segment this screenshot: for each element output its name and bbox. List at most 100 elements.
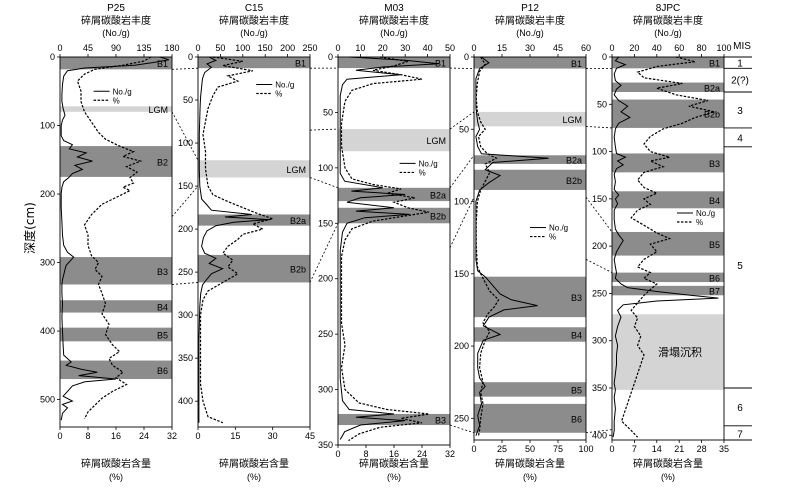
bottom-axis-unit: (%) <box>523 472 537 482</box>
top-tick-label: 80 <box>697 43 707 53</box>
depth-tick-label: 250 <box>454 413 469 423</box>
depth-tick-label: 0 <box>602 52 607 62</box>
depth-tick-label: 200 <box>40 189 55 199</box>
depth-tick-label: 100 <box>178 138 193 148</box>
correlation-line <box>585 258 613 273</box>
band-rect <box>474 276 586 318</box>
top-axis-label: 碎屑碳酸岩丰度 <box>633 14 703 27</box>
band-rect <box>338 57 450 69</box>
legend-percent-label: % <box>419 168 426 177</box>
correlation-line <box>171 185 199 217</box>
band-rect <box>60 257 172 285</box>
bottom-tick-label: 100 <box>578 444 593 454</box>
band-rect <box>60 57 172 70</box>
bottom-tick-label: 25 <box>497 444 507 454</box>
band-label: B1 <box>435 59 446 69</box>
depth-tick-label: 100 <box>592 147 607 157</box>
site-label: P12 <box>521 3 539 14</box>
band-label: B4 <box>571 330 582 340</box>
bottom-tick-label: 0 <box>335 449 340 459</box>
bottom-axis-label: 碎屑碳酸岩含量 <box>495 457 565 470</box>
correlation-line <box>171 282 199 285</box>
depth-tick-label: 300 <box>40 258 55 268</box>
band-label: B5 <box>157 331 168 341</box>
mis-stage-label: 6 <box>737 403 743 414</box>
depth-tick-label: 50 <box>597 99 607 109</box>
bottom-tick-label: 0 <box>471 444 476 454</box>
band-rect <box>612 153 724 173</box>
band-label: B6 <box>709 273 720 283</box>
legend-count-label: No./g <box>696 209 715 218</box>
bottom-tick-label: 32 <box>445 449 455 459</box>
top-axis-label: 碎屑碳酸岩丰度 <box>81 14 151 27</box>
top-tick-label: 30 <box>400 43 410 53</box>
legend-count-label: No./g <box>549 224 568 233</box>
band-rect <box>474 327 586 342</box>
correlation-line <box>449 197 475 248</box>
band-label: LGM <box>562 115 582 125</box>
depth-tick-label: 50 <box>183 95 193 105</box>
band-rect <box>338 129 450 152</box>
bottom-axis-unit: (%) <box>247 472 261 482</box>
correlation-line <box>309 177 339 189</box>
bottom-tick-label: 0 <box>609 444 614 454</box>
band-rect <box>612 272 724 283</box>
band-rect <box>612 99 724 128</box>
top-tick-label: 30 <box>525 43 535 53</box>
legend-percent-label: % <box>275 90 282 99</box>
bottom-tick-label: 50 <box>525 444 535 454</box>
top-tick-label: 50 <box>445 43 455 53</box>
depth-tick-label: 150 <box>318 218 333 228</box>
band-rect <box>60 300 172 313</box>
depth-tick-label: 500 <box>40 395 55 405</box>
legend: No./g% <box>93 87 132 105</box>
mis-stage-label: 2(?) <box>731 76 749 87</box>
correlation-line <box>585 196 613 233</box>
band-label: B2b <box>704 110 720 120</box>
band-label: B5 <box>571 385 582 395</box>
correlation-line <box>309 223 339 283</box>
bands: B1 LGM B2a B2b B3 <box>338 57 450 426</box>
top-tick-label: 135 <box>136 43 151 53</box>
site-label: C15 <box>245 3 264 14</box>
bottom-tick-label: 7 <box>632 444 637 454</box>
bottom-axis-unit: (%) <box>387 472 401 482</box>
band-label: B4 <box>157 302 168 312</box>
top-tick-label: 150 <box>258 43 273 53</box>
band-rect <box>60 106 172 112</box>
band-rect <box>474 382 586 397</box>
legend-count-label: No./g <box>113 87 132 96</box>
depth-tick-label: 250 <box>592 288 607 298</box>
bottom-axis-label: 碎屑碳酸岩含量 <box>633 457 703 470</box>
band-label: B7 <box>709 287 720 297</box>
band-label: B2a <box>704 83 720 93</box>
band-rect <box>612 82 724 92</box>
bottom-tick-label: 32 <box>167 431 177 441</box>
bottom-axis-label: 碎屑碳酸岩含量 <box>359 457 429 470</box>
legend-percent-label: % <box>549 233 556 242</box>
depth-tick-label: 0 <box>188 52 193 62</box>
legend-percent-label: % <box>113 96 120 105</box>
bands: B1 LGM B2a B2b B3 B4 B5 B6 <box>474 57 586 433</box>
mis-header: MIS <box>733 41 751 52</box>
mis-stage-label: 5 <box>737 261 743 272</box>
depth-tick-label: 200 <box>454 341 469 351</box>
top-tick-label: 100 <box>716 43 731 53</box>
legend-percent-label: % <box>696 218 703 227</box>
band-label: B1 <box>295 59 306 69</box>
depth-tick-label: 250 <box>178 267 193 277</box>
band-rect <box>198 57 310 69</box>
band-label: B4 <box>709 196 720 206</box>
series-percent-line <box>199 56 275 424</box>
top-tick-label: 60 <box>674 43 684 53</box>
bottom-tick-label: 21 <box>674 444 684 454</box>
band-label: B2b <box>566 176 582 186</box>
site-label: M03 <box>384 3 404 14</box>
band-label: B6 <box>157 366 168 376</box>
series-percent-line <box>340 56 430 442</box>
